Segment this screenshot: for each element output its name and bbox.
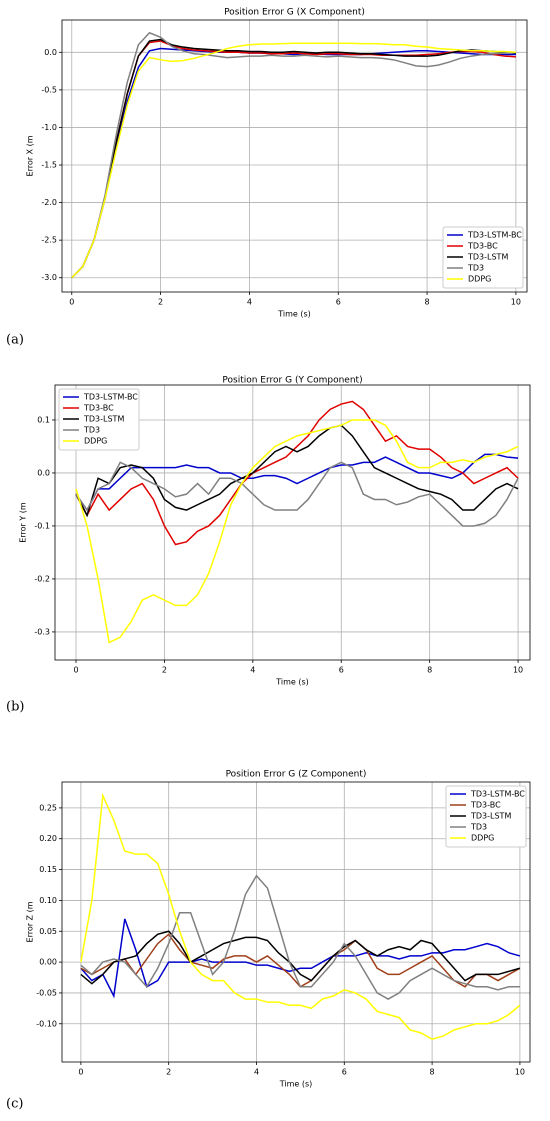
plot-frame <box>54 384 531 661</box>
y-tick-label: 0.25 <box>39 803 57 812</box>
panel-label: (a) <box>6 333 24 348</box>
x-tick-label: 8 <box>427 666 432 675</box>
x-tick-label: 10 <box>515 1068 525 1077</box>
x-tick-label: 6 <box>342 1068 347 1077</box>
panel-label: (b) <box>6 700 24 715</box>
y-tick-label: -2.5 <box>41 236 57 245</box>
legend-label: TD3-LSTM <box>470 812 511 821</box>
x-tick-label: 4 <box>250 666 255 675</box>
panel-label: (c) <box>6 1097 23 1112</box>
series-line <box>80 933 521 988</box>
y-tick-label: 0.0 <box>44 48 57 57</box>
x-tick-label: 10 <box>513 666 523 675</box>
y-tick-label: -0.1 <box>34 521 50 530</box>
legend: TD3-LSTM-BC TD3-BC TD3-LSTM TD3 DDPG <box>445 785 527 848</box>
series-line <box>75 461 519 527</box>
x-tick-label: 0 <box>69 298 74 307</box>
series-line <box>80 792 521 1040</box>
x-tick-label: 0 <box>78 1068 83 1077</box>
y-axis-label: Error X (m <box>26 135 35 176</box>
x-tick-label: 2 <box>158 298 163 307</box>
plot-frame <box>61 781 531 1063</box>
x-tick-label: 10 <box>511 298 521 307</box>
y-tick-label: 0.0 <box>37 468 50 477</box>
y-tick-label: -0.05 <box>36 988 57 997</box>
legend: TD3-LSTM-BC TD3-BC TD3-LSTM TD3 DDPG <box>442 226 524 289</box>
y-axis-label: Error Z (m <box>26 901 35 942</box>
series-line <box>75 453 519 512</box>
series-line <box>80 918 521 999</box>
series-line <box>75 400 519 546</box>
legend-box <box>445 785 527 848</box>
y-tick-label: -0.2 <box>34 574 50 583</box>
legend-label: TD3-BC <box>470 801 501 810</box>
x-tick-label: 4 <box>247 298 252 307</box>
x-tick-label: 6 <box>336 298 341 307</box>
legend-label: TD3-LSTM <box>83 415 124 424</box>
y-axis-label: Error Y (m <box>19 502 28 543</box>
x-axis-label: Time (s) <box>279 1080 313 1089</box>
series-line <box>80 874 520 1000</box>
legend-label: TD3 <box>470 823 487 832</box>
legend-box <box>58 388 140 451</box>
legend-label: TD3-LSTM-BC <box>470 790 525 799</box>
y-tick-label: 0.10 <box>39 896 57 905</box>
series-line <box>71 31 516 279</box>
series-line <box>75 424 519 518</box>
y-tick-label: -2.0 <box>41 198 57 207</box>
y-tick-label: 0.20 <box>39 834 57 843</box>
y-tick-label: -0.5 <box>41 85 57 94</box>
legend-box <box>442 226 524 289</box>
x-tick-label: 2 <box>162 666 167 675</box>
plot-frame <box>61 19 528 293</box>
legend-label: TD3-LSTM-BC <box>467 231 522 240</box>
legend-label: TD3-BC <box>467 242 498 251</box>
y-tick-label: 0.00 <box>39 958 57 967</box>
legend-label: TD3-BC <box>83 404 114 413</box>
x-axis-label: Time (s) <box>275 678 309 687</box>
series-line <box>71 38 516 279</box>
legend-label: DDPG <box>84 437 107 446</box>
legend-label: DDPG <box>468 275 491 284</box>
series-line <box>75 419 519 644</box>
x-tick-label: 2 <box>166 1068 171 1077</box>
legend: TD3-LSTM-BC TD3-BC TD3-LSTM TD3 DDPG <box>58 388 140 451</box>
series-line <box>80 930 521 985</box>
y-tick-label: 0.1 <box>37 415 50 424</box>
legend-label: DDPG <box>471 834 494 843</box>
legend-label: TD3-LSTM <box>467 253 508 262</box>
legend-label: TD3 <box>467 264 484 273</box>
y-tick-label: -1.5 <box>41 161 57 170</box>
chart-title: Position Error G (Z Component) <box>226 770 367 780</box>
chart-title: Position Error G (Y Component) <box>222 376 362 386</box>
x-axis-label: Time (s) <box>277 310 311 319</box>
x-tick-label: 8 <box>430 1068 435 1077</box>
x-tick-label: 0 <box>73 666 78 675</box>
chart-title: Position Error G (X Component) <box>224 8 365 18</box>
y-tick-label: 0.15 <box>39 865 57 874</box>
legend-label: TD3 <box>83 426 100 435</box>
series-line <box>71 47 516 279</box>
series-line <box>71 42 516 279</box>
legend-label: TD3-LSTM-BC <box>83 393 138 402</box>
y-tick-label: -3.0 <box>41 273 57 282</box>
y-tick-label: -1.0 <box>41 123 57 132</box>
x-tick-label: 4 <box>254 1068 259 1077</box>
x-tick-label: 8 <box>425 298 430 307</box>
x-tick-label: 6 <box>339 666 344 675</box>
y-tick-label: 0.05 <box>39 927 57 936</box>
y-tick-label: -0.10 <box>36 1019 57 1028</box>
y-tick-label: -0.3 <box>34 627 50 636</box>
